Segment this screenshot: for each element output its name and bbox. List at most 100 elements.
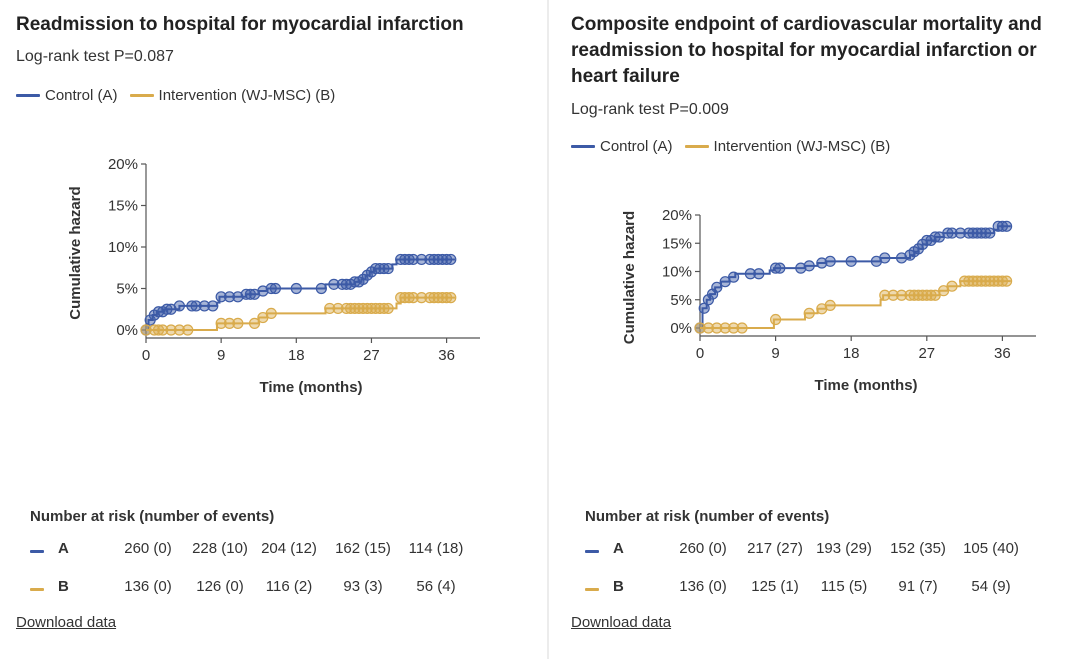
y-tick-label: 20% <box>108 156 138 173</box>
censor-mark-control <box>190 300 202 312</box>
risk-cell: 115 (5) <box>820 578 868 595</box>
risk-cell: 136 (0) <box>679 578 727 595</box>
risk-label-a: A <box>58 540 69 557</box>
y-tick-label: 15% <box>108 198 138 215</box>
censor-mark-intervention <box>370 302 382 315</box>
x-tick-label: 27 <box>363 347 380 364</box>
risk-row-b: B 136 (0) 125 (1) 115 (5) 91 (7) 54 (9) <box>585 578 1080 616</box>
censor-mark-intervention <box>428 292 440 304</box>
censor-mark-control <box>967 227 979 239</box>
censor-mark-intervention <box>711 322 723 334</box>
legend-label-control: Control (A) <box>45 87 118 104</box>
censor-mark-control <box>382 262 394 275</box>
censor-mark-control <box>328 278 340 290</box>
censor-mark-control <box>198 300 211 312</box>
censor-mark-intervention <box>424 292 436 304</box>
censor-mark-control <box>161 303 173 315</box>
censor-mark-intervention <box>182 324 194 336</box>
censor-mark-intervention <box>399 292 411 304</box>
risk-cell: 114 (18) <box>408 540 464 557</box>
censor-mark-intervention <box>332 302 344 315</box>
censor-mark-intervention <box>904 289 916 301</box>
risk-swatch-intervention <box>30 588 44 591</box>
x-tick-label: 18 <box>288 347 305 364</box>
censor-mark-intervention <box>407 292 419 304</box>
censor-mark-control <box>816 257 828 269</box>
censor-mark-control <box>946 227 958 239</box>
censor-mark-control <box>223 291 236 303</box>
risk-label-b: B <box>58 578 69 595</box>
censor-mark-intervention <box>912 289 924 301</box>
censor-mark-intervention <box>803 307 815 319</box>
censor-mark-control <box>971 227 983 239</box>
risk-swatch-control <box>30 550 44 553</box>
censor-mark-intervention <box>1001 275 1013 287</box>
censor-mark-control <box>395 253 407 266</box>
censor-mark-intervention <box>403 292 415 304</box>
y-tick-label: 0% <box>116 322 138 339</box>
censor-mark-intervention <box>963 275 975 287</box>
x-axis-label: Time (months) <box>814 377 917 394</box>
censor-mark-control <box>996 220 1008 232</box>
censor-mark-control <box>984 227 996 239</box>
x-tick-label: 36 <box>438 347 455 364</box>
risk-label-b: B <box>613 578 624 595</box>
y-axis-label: Cumulative hazard <box>67 186 84 319</box>
censor-mark-intervention <box>967 275 979 287</box>
censor-mark-control <box>428 253 440 266</box>
censor-mark-control <box>374 262 386 275</box>
legend-label-intervention: Intervention (WJ-MSC) (B) <box>158 87 336 104</box>
risk-swatch-control <box>585 550 599 553</box>
censor-mark-control <box>445 253 457 266</box>
censor-mark-intervention <box>441 292 453 304</box>
risk-cell: 125 (1) <box>751 578 799 595</box>
censor-mark-control <box>954 227 966 239</box>
y-tick-label: 0% <box>670 320 692 337</box>
censor-mark-control <box>728 271 740 283</box>
download-data-link[interactable]: Download data <box>571 614 672 631</box>
legend-swatch-control <box>16 94 40 97</box>
risk-cell: 93 (3) <box>343 578 383 595</box>
censor-mark-intervention <box>215 317 227 329</box>
x-axis-label: Time (months) <box>259 379 362 396</box>
censor-mark-intervention <box>879 289 891 301</box>
risk-cell: 56 (4) <box>416 578 456 595</box>
censor-mark-intervention <box>980 275 992 287</box>
risk-row-a: A 260 (0) 228 (10) 204 (12) 162 (15) 114… <box>30 540 530 578</box>
censor-mark-control <box>315 282 327 295</box>
panel-composite-endpoint: Composite endpoint of cardiovascular mor… <box>552 0 1080 659</box>
risk-cell: 152 (35) <box>890 540 946 557</box>
censor-mark-control <box>232 291 244 303</box>
censor-mark-intervention <box>340 302 352 315</box>
censor-mark-control <box>963 227 975 239</box>
censor-mark-control <box>415 253 428 266</box>
cumulative-hazard-chart: 0% 5% 10% 15% 20% 0 9 18 27 36 Time (months) Cumula… <box>621 207 1036 394</box>
censor-mark-intervention <box>140 324 152 336</box>
download-data-link[interactable]: Download data <box>16 614 117 631</box>
censor-mark-intervention <box>223 317 236 329</box>
censor-mark-control <box>753 268 765 280</box>
censor-mark-intervention <box>908 289 920 301</box>
censor-mark-control <box>290 282 302 295</box>
risk-cell: 105 (40) <box>963 540 1019 557</box>
x-tick-label: 0 <box>696 345 704 362</box>
censor-mark-intervention <box>165 324 177 336</box>
risk-cell: 162 (15) <box>335 540 391 557</box>
censor-mark-intervention <box>736 322 748 334</box>
censor-mark-intervention <box>365 302 378 315</box>
risk-cell: 260 (0) <box>124 540 172 557</box>
censor-mark-control <box>336 278 348 290</box>
censor-mark-intervention <box>349 302 361 315</box>
censor-mark-control <box>269 282 282 295</box>
censor-mark-intervention <box>324 302 336 315</box>
censor-mark-intervention <box>265 307 277 319</box>
censor-mark-intervention <box>996 275 1008 287</box>
censor-mark-control <box>702 294 714 306</box>
censor-mark-control <box>340 278 352 290</box>
x-tick-label: 18 <box>843 345 860 362</box>
risk-cell: 136 (0) <box>124 578 172 595</box>
censor-mark-intervention <box>232 317 244 329</box>
censor-mark-control <box>370 262 382 275</box>
censor-mark-intervention <box>445 292 457 304</box>
y-tick-label: 20% <box>662 207 692 224</box>
